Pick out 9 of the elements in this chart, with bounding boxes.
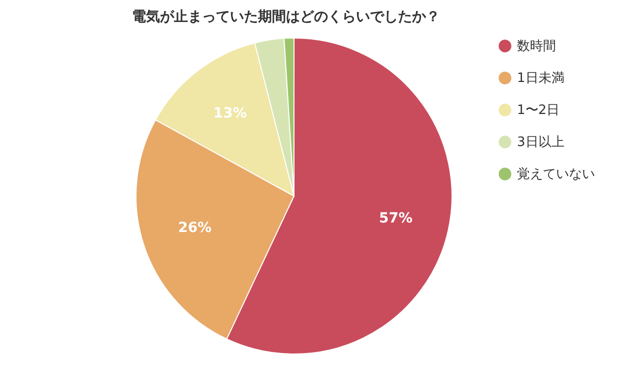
data-label: 13% — [213, 106, 247, 122]
legend-label: 1日未満 — [517, 71, 564, 86]
legend-label: 数時間 — [517, 39, 556, 54]
chart-title: 電気が止まっていた期間はどのくらいでしたか？ — [132, 9, 440, 25]
data-label: 26% — [178, 220, 212, 236]
legend-label: 1〜2日 — [517, 103, 560, 118]
legend-label: 覚えていない — [517, 167, 595, 182]
legend-label: 3日以上 — [517, 135, 564, 150]
data-label: 57% — [379, 210, 413, 227]
